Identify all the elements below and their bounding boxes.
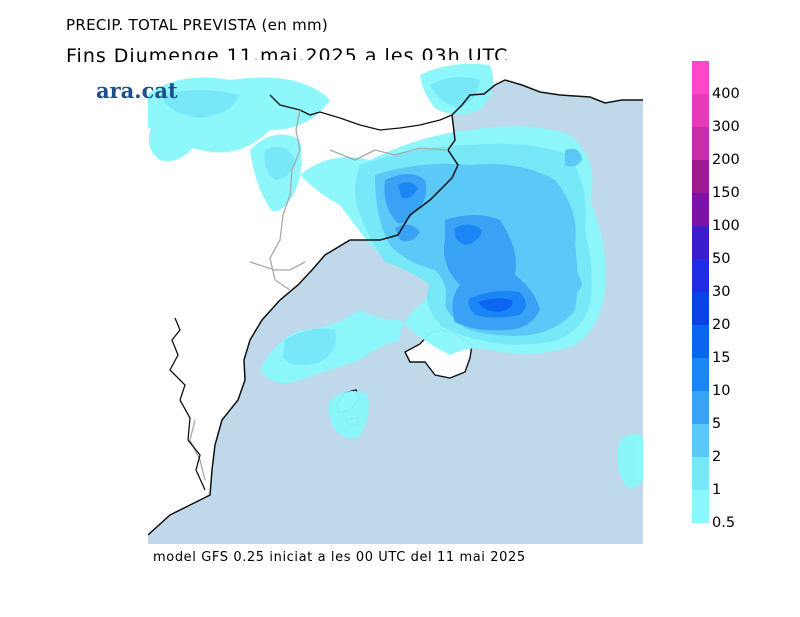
legend-label: 200 xyxy=(712,152,740,168)
map-title: PRECIP. TOTAL PREVISTA (en mm) xyxy=(66,16,329,34)
legend-label: 300 xyxy=(712,119,740,135)
legend-swatch xyxy=(692,424,709,457)
legend-swatch xyxy=(692,127,709,160)
legend-swatch xyxy=(692,490,709,523)
legend-label: 30 xyxy=(712,284,731,300)
legend-label: 150 xyxy=(712,185,740,201)
legend-label: 10 xyxy=(712,383,731,399)
legend-swatch xyxy=(692,358,709,391)
national-border xyxy=(269,94,453,131)
legend-label: 1 xyxy=(712,482,722,498)
legend-swatch xyxy=(692,391,709,424)
legend-label: 0.5 xyxy=(712,515,736,531)
legend-label: 50 xyxy=(712,251,731,267)
legend-label: 400 xyxy=(712,86,740,102)
legend-colorbar xyxy=(692,61,709,523)
precip-15mm xyxy=(478,298,513,312)
western-coast xyxy=(169,317,206,491)
legend-swatch xyxy=(692,457,709,490)
legend-swatch xyxy=(692,259,709,292)
legend-label: 5 xyxy=(712,416,722,432)
legend-label: 20 xyxy=(712,317,731,333)
model-footer: model GFS 0.25 iniciat a les 00 UTC del … xyxy=(153,550,526,565)
legend-swatch xyxy=(692,160,709,193)
legend-swatch xyxy=(692,292,709,325)
coastline xyxy=(148,79,643,536)
regional-borders xyxy=(189,109,449,481)
legend-label: 2 xyxy=(712,449,722,465)
legend-swatch xyxy=(692,193,709,226)
ara-cat-logo: ara.cat xyxy=(96,78,178,103)
legend-swatch xyxy=(692,61,709,94)
legend-label: 15 xyxy=(712,350,731,366)
legend-swatch xyxy=(692,94,709,127)
legend-swatch xyxy=(692,325,709,358)
legend-swatch xyxy=(692,226,709,259)
legend-label: 100 xyxy=(712,218,740,234)
